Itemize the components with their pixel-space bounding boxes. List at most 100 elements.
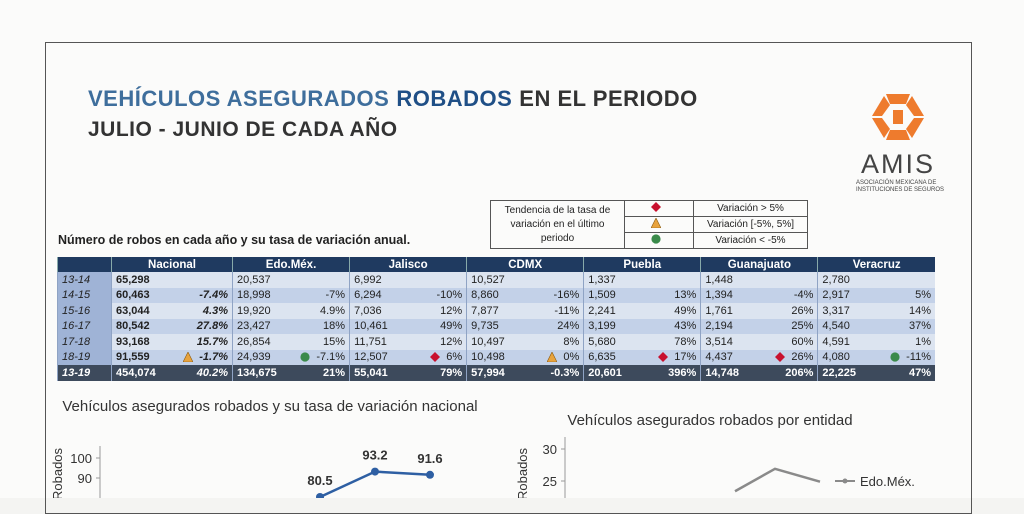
count: 1,761: [705, 304, 733, 317]
table-cell: 3,317 14%: [817, 303, 935, 319]
table-cell: 134,675 21%: [231, 365, 350, 381]
table-cell: 4,591 1%: [817, 334, 935, 350]
table-cell: 2,780: [817, 272, 935, 288]
column-header: Jalisco: [349, 257, 467, 272]
cell: 6,992: [354, 274, 462, 286]
rate: 43%: [674, 320, 697, 333]
cell: 2,780: [822, 274, 931, 286]
count: 11,751: [354, 335, 387, 348]
table-cell: 20,537: [231, 272, 350, 288]
count: 91,559: [116, 351, 150, 364]
count: 57,994: [471, 366, 505, 379]
column-header: CDMX: [466, 257, 584, 272]
period: 15-16: [57, 303, 112, 319]
data-label: 91.6: [417, 451, 442, 466]
count: 6,635: [588, 351, 616, 364]
rate: 26%: [791, 304, 814, 317]
count: 65,298: [116, 273, 150, 286]
rate: 5%: [915, 289, 931, 302]
logo-tagline: ASOCIACIÓN MEXICANA DE: [856, 180, 937, 186]
table-cell: 93,168 15.7%: [111, 334, 233, 350]
cell: 63,044 4.3%: [116, 305, 228, 317]
page: VEHÍCULOS ASEGURADOS ROBADOS EN EL PERIODO…: [45, 42, 972, 514]
count: 26,854: [237, 335, 271, 348]
period: 14-15: [57, 287, 112, 303]
table-cell: 22,225 47%: [817, 365, 935, 381]
table-cell: 2,194 25%: [700, 318, 818, 334]
count: 24,939: [237, 351, 271, 364]
rate: -7%: [325, 289, 346, 302]
rate: 24%: [557, 320, 580, 333]
table-cell: 18,998 -7%: [231, 287, 350, 303]
table-row: 13-14 65,298 20,537 6,992 10,527 1,337 1,448 2,…: [57, 272, 935, 288]
table-cell: 63,044 4.3%: [111, 303, 233, 319]
title: VEHÍCULOS ASEGURADOS ROBADOS EN EL PERIODO: [88, 86, 705, 112]
trend-indicator: [183, 352, 194, 363]
rate: 40.2%: [196, 366, 228, 379]
cell: 12,507 6%: [354, 351, 462, 363]
table-row: 14-15 60,463 -7.4% 18,998 -7% 6,294 -10% 8,860 -…: [57, 287, 935, 303]
cell: 80,542 27.8%: [116, 320, 228, 332]
table-cell: 3,514 60%: [700, 334, 818, 350]
cell: 454,074 40.2%: [116, 367, 228, 379]
table-cell: 10,498 0%: [466, 349, 584, 365]
count: 3,199: [588, 320, 616, 333]
rate: -7.4%: [199, 289, 228, 302]
cell: 19,920 4.9%: [237, 305, 345, 317]
count: 10,461: [354, 320, 388, 333]
count: 2,241: [588, 304, 616, 317]
count: 3,514: [705, 335, 733, 348]
cell: 4,591 1%: [822, 336, 931, 348]
charts: Robados 100 90 80.5 93.2 91.6 Robados 30 25 Edo.M…: [50, 437, 915, 498]
count: 93,168: [116, 335, 150, 348]
column-header: Edo.Méx.: [231, 257, 350, 272]
cell: 1,337: [588, 274, 696, 286]
rate: 14%: [908, 304, 931, 317]
count: 3,317: [822, 304, 850, 317]
logo-tagline: INSTITUCIONES DE SEGUROS: [856, 187, 945, 193]
rate: 26%: [791, 351, 814, 364]
legend-marker-cell: [624, 232, 694, 249]
cell: 6,294 -10%: [354, 289, 462, 301]
trend-indicator: [651, 202, 661, 212]
rate: 27.8%: [196, 320, 228, 333]
table-cell: 10,461 49%: [349, 318, 467, 334]
data-label: 80.5: [307, 473, 332, 488]
trend-indicator: [547, 352, 558, 363]
cell: 5,680 78%: [588, 336, 696, 348]
table-cell: 65,298: [111, 272, 233, 288]
count: 55,041: [354, 366, 388, 379]
table-caption: Número de robos en cada año y su tasa de…: [58, 233, 411, 247]
data-label: 93.2: [362, 448, 387, 463]
cell: 55,041 79%: [354, 367, 462, 379]
title-part: EN EL PERIODO: [519, 86, 698, 111]
triangle: [547, 352, 558, 363]
count: 10,497: [471, 335, 505, 348]
cell: 1,394 -4%: [705, 289, 813, 301]
cell: 23,427 18%: [237, 320, 345, 332]
table-cell: 7,877 -11%: [466, 303, 584, 319]
legend-label: Variación < -5%: [693, 232, 808, 249]
cell: 8,860 -16%: [471, 289, 579, 301]
point: [316, 493, 324, 498]
cell: 26,854 15%: [237, 336, 345, 348]
count: 454,074: [116, 366, 156, 379]
rate: 1%: [915, 335, 931, 348]
period: 13-19: [57, 365, 112, 381]
count: 7,877: [471, 304, 499, 317]
table-cell: 3,199 43%: [583, 318, 701, 334]
cell: 18,998 -7%: [237, 289, 345, 301]
line: [734, 467, 821, 493]
table-row: 16-17 80,542 27.8% 23,427 18% 10,461 49% 9,735 2…: [57, 318, 935, 334]
rate: 60%: [791, 335, 814, 348]
table-row: 18-19 91,559 -1.7% 24,939 -7.1% 12,507 6% 10,49…: [57, 349, 935, 365]
cell: 6,635 17%: [588, 351, 696, 363]
column-header: Guanajuato: [700, 257, 818, 272]
cell: 2,194 25%: [705, 320, 813, 332]
legend-marker-cell: [624, 216, 694, 233]
count: 2,780: [822, 273, 850, 286]
circle: [300, 352, 310, 362]
cell: 10,497 8%: [471, 336, 579, 348]
table-cell: 23,427 18%: [231, 318, 350, 334]
cell: 57,994 -0.3%: [471, 367, 579, 379]
